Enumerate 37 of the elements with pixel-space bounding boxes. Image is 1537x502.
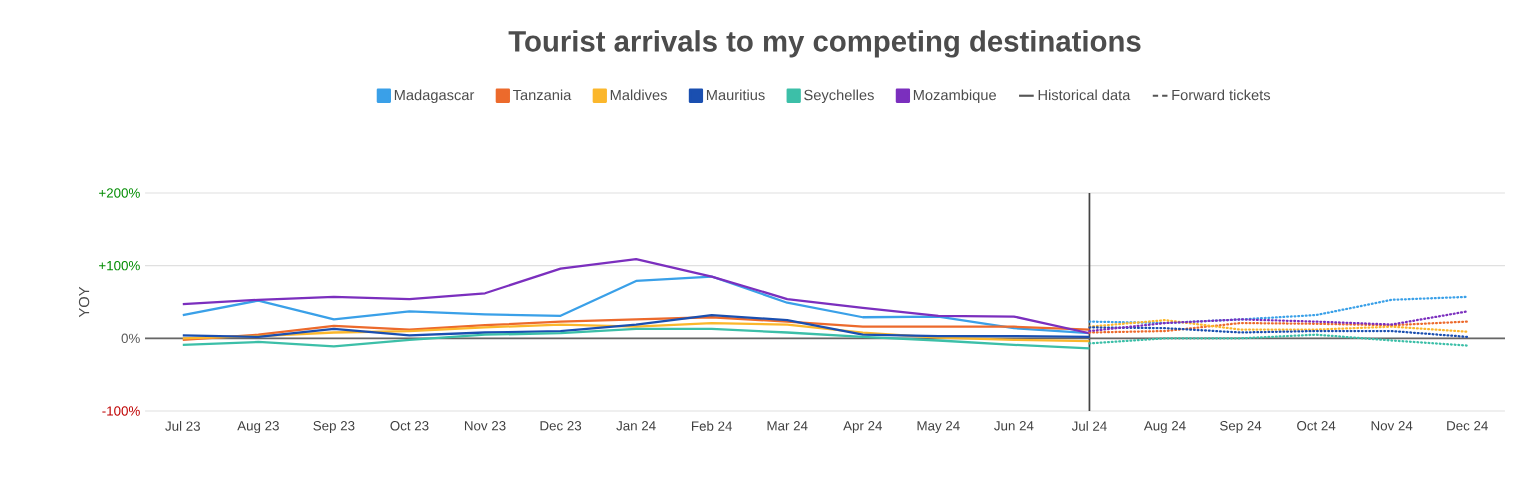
x-tick-label: Dec 24 [1447,421,1488,431]
x-tick-label: Mar 24 [767,421,808,431]
legend-label: Seychelles [804,89,874,104]
x-tick-label: Sep 23 [313,421,355,434]
legend-label: Madagascar [394,89,475,104]
line-series [181,321,1091,343]
legend-label: Tanzania [512,89,572,101]
legend-label: Historical data [1038,89,1131,101]
line-series [181,327,1091,350]
y-tick-label: -100% [102,406,140,416]
x-tick-label: Jan 24 [616,421,656,431]
x-tick-label: Jul 23 [165,421,200,431]
y-tick-label: +100% [99,260,140,271]
x-tick-label: Sep 24 [1220,421,1262,434]
x-tick-label: Nov 23 [464,421,506,431]
x-tick-label: Jul 24 [1071,421,1107,431]
y-tick-label: 0% [121,333,140,344]
x-tick-label: Oct 23 [390,421,429,431]
line-series [1088,326,1469,339]
legend-label: Mozambique [913,89,996,104]
x-tick-label: Dec 23 [540,421,582,431]
y-axis-title: YOY [78,286,90,318]
line-series [1088,333,1469,347]
line-series [1088,295,1469,325]
x-tick-label: Aug 24 [1143,421,1186,434]
x-tick-label: Nov 24 [1371,421,1413,431]
x-tick-label: Oct 24 [1297,421,1336,431]
x-tick-label: Apr 24 [843,421,883,434]
y-tick-label: +200% [99,188,140,198]
legend-label: Maldives [610,89,667,101]
x-tick-label: May 24 [917,421,960,434]
x-tick-label: Jun 24 [994,421,1034,431]
x-tick-label: Aug 23 [237,421,279,434]
legend-label: Mauritius [706,89,765,101]
x-tick-label: Feb 24 [692,421,733,431]
chart-title: Tourist arrivals to my competing destinations [508,30,1141,58]
legend-label: Forward tickets [1172,89,1271,101]
